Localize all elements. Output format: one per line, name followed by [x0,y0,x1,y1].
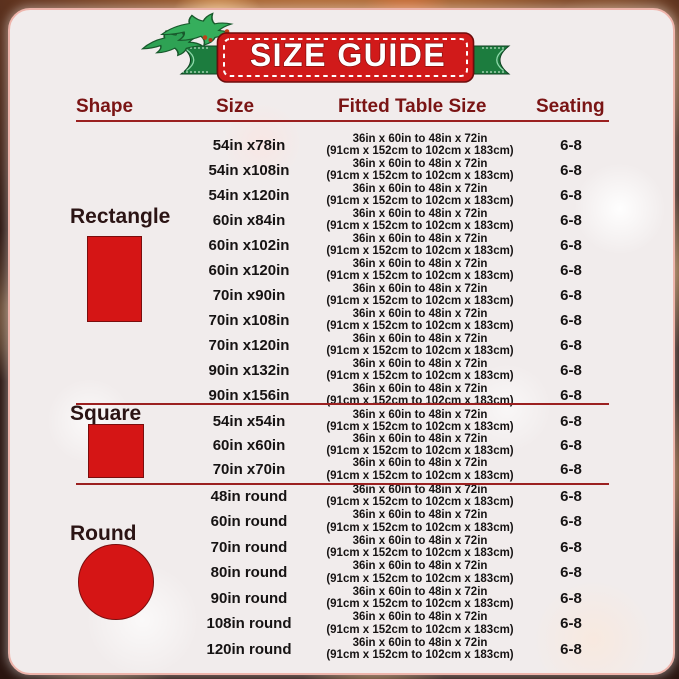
svg-text:SIZE GUIDE: SIZE GUIDE [250,37,446,73]
